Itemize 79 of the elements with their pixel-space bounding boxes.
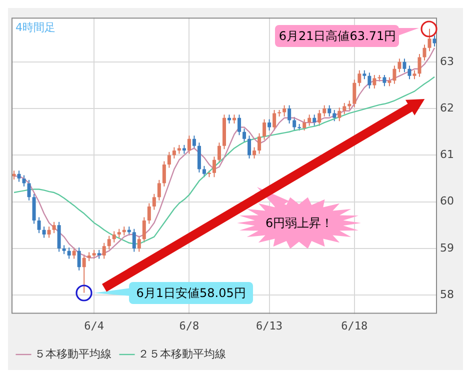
candlestick (382, 74, 386, 87)
annotation: 4時間足 (15, 20, 56, 35)
candlestick (17, 170, 21, 182)
candlestick (318, 109, 322, 126)
candlestick (172, 146, 176, 159)
candlestick (72, 247, 76, 260)
candlestick (242, 128, 246, 143)
candlestick (22, 174, 26, 187)
candlestick (112, 230, 116, 243)
candlestick (37, 216, 41, 234)
candlestick (402, 58, 406, 73)
candlestick (422, 44, 426, 62)
candlestick (302, 118, 306, 131)
candlestick (292, 116, 296, 131)
y-tick-label: 58 (440, 288, 454, 301)
x-tick-label: 6/8 (179, 319, 200, 332)
candlestick (392, 65, 396, 84)
candlestick (262, 118, 266, 140)
candlestick (248, 135, 252, 159)
candlestick (102, 242, 106, 260)
candlestick (398, 58, 402, 73)
candlestick (342, 102, 346, 115)
candlestick (428, 28, 432, 52)
candlestick (368, 72, 372, 89)
candlestick (202, 165, 206, 178)
y-tick-label: 62 (440, 101, 454, 114)
candlestick (432, 34, 436, 48)
candlestick (258, 132, 262, 154)
candlestick (408, 65, 412, 80)
candlestick (252, 146, 256, 159)
candlestick (418, 53, 422, 78)
candlestick (47, 226, 51, 238)
candlestick (308, 114, 312, 126)
candlestick (187, 135, 191, 154)
candlestick (147, 202, 151, 224)
annotation: 6月21日高値63.71円 (275, 24, 400, 47)
candlestick (328, 104, 332, 117)
x-tick-label: 6/4 (84, 319, 104, 332)
candlestick (67, 247, 71, 260)
candlestick (312, 114, 316, 126)
candlestick (217, 142, 221, 164)
candlestick (268, 118, 272, 131)
candlestick (32, 193, 36, 224)
candlestick (142, 216, 146, 243)
candlestick (27, 179, 31, 201)
candlestick (352, 79, 356, 108)
x-tick-label: 6/18 (341, 319, 368, 332)
candlestick (322, 104, 326, 117)
candlestick (288, 104, 292, 124)
y-tick-label: 61 (440, 148, 454, 162)
candlestick (358, 70, 362, 87)
legend-label: ２５本移動平均線 (138, 347, 226, 360)
candlestick (197, 142, 201, 173)
candlestick (338, 107, 342, 122)
candlestick (107, 235, 111, 250)
candlestick (42, 226, 46, 238)
candlestick (332, 109, 336, 122)
candlestick (152, 193, 156, 210)
candlestick (372, 74, 376, 89)
annotation: 6月1日安値58.05円 (129, 282, 254, 304)
candlestick (238, 114, 242, 136)
candlestick (137, 235, 141, 252)
candlestick (272, 109, 276, 131)
candlestick (192, 135, 196, 150)
candlestick (162, 160, 166, 187)
annotation: 6円弱上昇！ (264, 214, 334, 232)
candlestick (57, 221, 61, 252)
candlestick (82, 254, 86, 294)
y-tick-label: 59 (440, 241, 454, 254)
y-tick-label: 60 (440, 194, 454, 208)
x-tick-label: 6/13 (256, 319, 283, 332)
candlestick (77, 247, 81, 271)
candlestick (132, 228, 136, 252)
candlestick (167, 151, 171, 168)
candlestick (212, 156, 216, 178)
y-tick-label: 63 (440, 54, 454, 68)
legend-label: ５本移動平均線 (34, 347, 112, 360)
candlestick (52, 221, 56, 234)
candlestick (157, 179, 161, 201)
